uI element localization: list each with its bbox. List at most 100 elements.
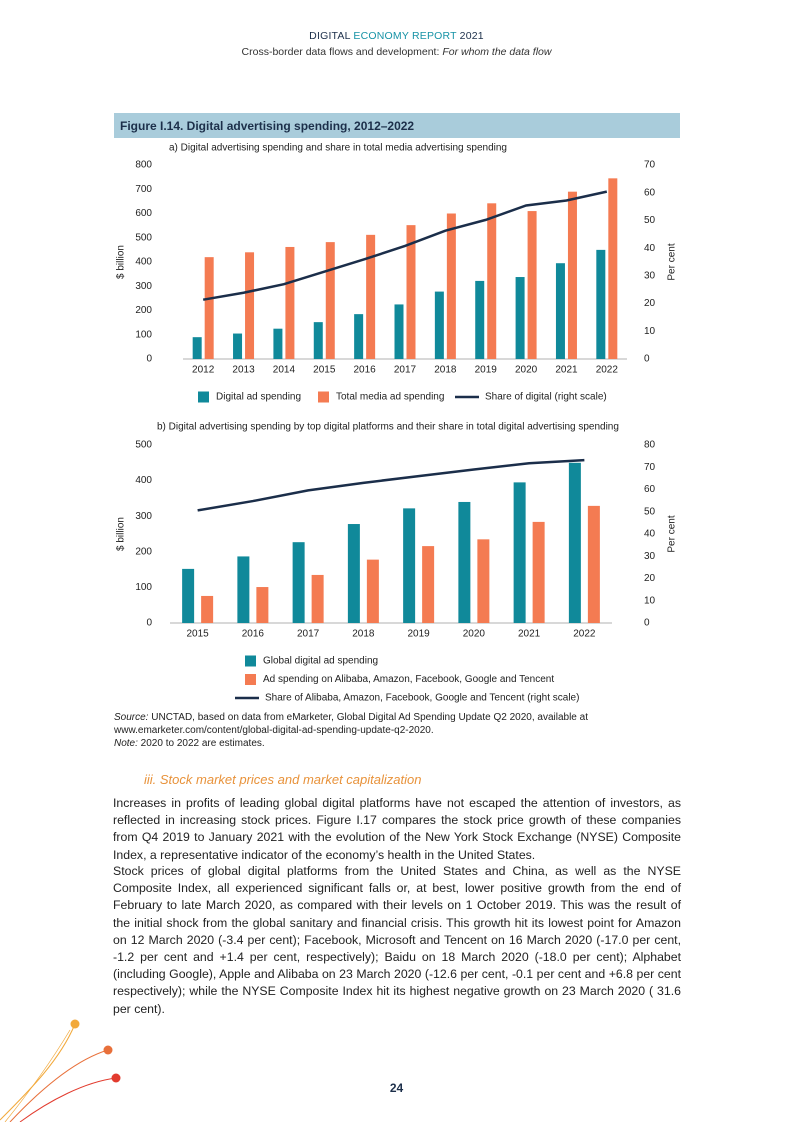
y-tick-label: 800: [135, 160, 152, 171]
bar: [477, 539, 490, 623]
bar: [513, 482, 526, 623]
x-tick-label: 2015: [313, 365, 336, 376]
figure-title-bar: [114, 113, 680, 138]
y2-tick-label: 20: [644, 298, 656, 309]
page-number: 24: [389, 1081, 404, 1095]
line-series: [202, 190, 608, 301]
y2-tick-label: 0: [644, 618, 650, 629]
x-tick-label: 2019: [475, 365, 498, 376]
y-tick-label: 500: [135, 440, 152, 451]
y-tick-label: 400: [135, 257, 152, 268]
bar: [354, 314, 364, 359]
bar: [325, 242, 335, 359]
legend-label: Total media ad spending: [336, 392, 444, 403]
bar: [233, 333, 243, 359]
bar: [394, 304, 404, 359]
note-label: Note:: [114, 738, 138, 749]
legend-label: Digital ad spending: [216, 392, 301, 403]
subtitle-italic: For whom the data flow: [442, 46, 552, 58]
y-tick-label: 100: [135, 582, 152, 593]
bar: [406, 225, 416, 359]
y-tick-label: 300: [135, 281, 152, 292]
bar: [532, 521, 545, 623]
y2-tick-label: 50: [644, 506, 656, 517]
y-tick-label: 0: [146, 354, 152, 365]
charts: a) Digital advertising spending and shar…: [116, 143, 678, 704]
x-tick-label: 2022: [596, 365, 619, 376]
x-tick-label: 2020: [515, 365, 538, 376]
bar: [366, 559, 379, 623]
y-tick-label: 200: [135, 305, 152, 316]
legend-swatch: [198, 391, 209, 403]
bar: [311, 574, 324, 623]
bar: [245, 252, 255, 359]
x-tick-label: 2019: [408, 629, 431, 640]
paragraph: Stock prices of global digital platforms…: [113, 864, 681, 1016]
y-tick-label: 700: [135, 184, 152, 195]
bar: [487, 203, 497, 359]
chart-subtitle: b) Digital advertising spending by top d…: [157, 422, 619, 433]
y-tick-label: 400: [135, 475, 152, 486]
bar: [347, 524, 360, 623]
source-note: Source: UNCTAD, based on data from eMark…: [114, 711, 684, 750]
y2-tick-label: 0: [644, 354, 650, 365]
decoration: [0, 1019, 121, 1122]
bar: [237, 556, 250, 623]
bar: [527, 211, 537, 359]
legend-label: Global digital ad spending: [263, 656, 378, 667]
y2-axis-label: Per cent: [667, 515, 678, 552]
header-text: DIGITAL: [309, 30, 351, 42]
chart-subtitle: a) Digital advertising spending and shar…: [169, 143, 507, 154]
x-tick-label: 2012: [192, 365, 215, 376]
running-subtitle: Cross-border data flows and development:…: [0, 46, 793, 58]
x-tick-label: 2013: [232, 365, 255, 376]
bar: [292, 542, 305, 623]
legend-label: Ad spending on Alibaba, Amazon, Facebook…: [263, 674, 554, 685]
x-tick-label: 2014: [273, 365, 296, 376]
bar: [192, 337, 202, 359]
bar: [434, 291, 444, 359]
legend-swatch: [245, 655, 256, 667]
y2-tick-label: 30: [644, 551, 656, 562]
y-tick-label: 500: [135, 232, 152, 243]
source-text: UNCTAD, based on data from eMarketer, Gl…: [114, 712, 588, 736]
bar: [201, 595, 214, 623]
y2-tick-label: 70: [644, 462, 656, 473]
legend-swatch: [318, 391, 329, 403]
bar: [458, 501, 471, 623]
source-label: Source:: [114, 712, 149, 723]
x-tick-label: 2017: [297, 629, 320, 640]
figure-title: Figure I.14. Digital advertising spendin…: [120, 119, 415, 133]
y2-tick-label: 50: [644, 215, 656, 226]
bar: [204, 257, 214, 359]
x-tick-label: 2021: [518, 629, 541, 640]
running-header: DIGITAL ECONOMY REPORT 2021: [0, 30, 793, 42]
y2-tick-label: 40: [644, 529, 656, 540]
paragraph: Increases in profits of leading global d…: [113, 796, 681, 862]
header-text: 2021: [459, 30, 484, 42]
y2-tick-label: 60: [644, 484, 656, 495]
bar: [403, 508, 416, 623]
legend-label: Share of digital (right scale): [485, 392, 607, 403]
bar: [567, 191, 577, 359]
x-tick-label: 2021: [555, 365, 578, 376]
y-tick-label: 0: [146, 618, 152, 629]
x-tick-label: 2016: [242, 629, 265, 640]
y2-tick-label: 70: [644, 160, 656, 171]
bar: [515, 277, 525, 359]
x-tick-label: 2018: [352, 629, 375, 640]
section-heading: iii. Stock market prices and market capi…: [144, 772, 422, 787]
bar: [446, 213, 456, 359]
bar: [596, 249, 606, 359]
bar: [587, 505, 600, 623]
y2-tick-label: 30: [644, 270, 656, 281]
y2-tick-label: 20: [644, 573, 656, 584]
y2-axis-label: Per cent: [667, 243, 678, 280]
y-axis-label: $ billion: [116, 245, 127, 279]
y-axis-label: $ billion: [116, 517, 127, 551]
bar: [608, 178, 618, 359]
bar: [555, 263, 565, 359]
subtitle-text: Cross-border data flows and development:: [241, 46, 443, 58]
line-series: [197, 458, 585, 512]
